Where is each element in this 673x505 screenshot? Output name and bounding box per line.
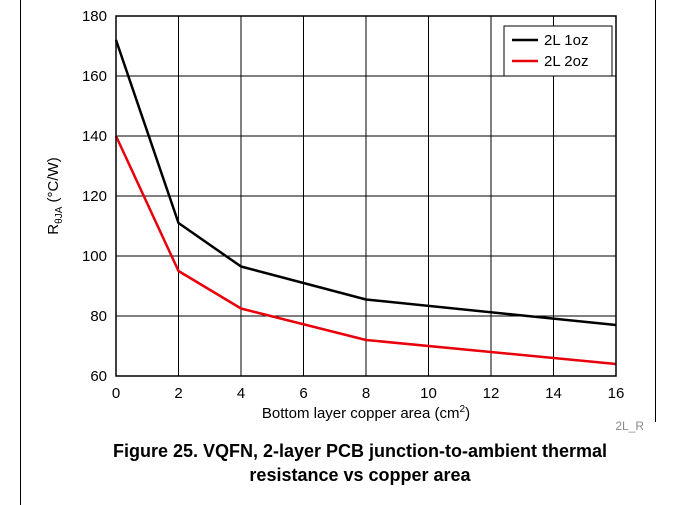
chart-svg: 0 2 4 6 8 10 12 14 16 60 80 100 120 140 160 180 Bottom … [45,8,644,433]
legend-label: 2L 2oz [544,53,588,70]
caption-line-2: resistance vs copper area [249,465,471,485]
y-axis-title: RθJA (°C/W) [45,157,65,234]
x-axis-title-close: ) [465,405,470,422]
y-axis-title-unit: (°C/W) [45,157,62,206]
plot-border [115,15,617,377]
x-tick-label: 4 [237,385,245,402]
y-tick-label: 180 [82,8,107,25]
x-tick-label: 8 [362,385,370,402]
y-tick-label: 140 [82,128,107,145]
y-axis-title-main: R [45,224,62,235]
x-axis-title: Bottom layer copper area (cm2) [262,404,470,422]
x-tick-label: 10 [420,385,437,402]
x-tick-label: 2 [174,385,182,402]
series-line [114,135,617,366]
page-frame-right-rule [655,0,656,422]
x-tick-label: 14 [545,385,562,402]
x-tick-label: 16 [608,385,625,402]
y-tick-label: 100 [82,248,107,265]
y-tick-label: 60 [90,368,107,385]
series-layer [114,39,617,366]
x-axis-title-superscript: 2 [460,404,466,415]
legend-label: 2L 1oz [544,32,588,49]
series-line [114,39,617,327]
legend-box [503,25,613,77]
y-tick-label: 120 [82,188,107,205]
y-tick-label: 80 [90,308,107,325]
chart-note: 2L_R [615,419,644,433]
legend: 2L 1oz 2L 2oz [503,25,613,77]
x-tick-label: 12 [483,385,500,402]
tick-labels: 0 2 4 6 8 10 12 14 16 60 80 100 120 140 160 180 [82,8,624,402]
x-tick-label: 0 [112,385,120,402]
y-tick-label: 160 [82,68,107,85]
x-tick-label: 6 [299,385,307,402]
y-axis-title-subscript: θJA [54,206,65,224]
caption-line-1: Figure 25. VQFN, 2-layer PCB junction-to… [112,441,608,461]
figure-caption: Figure 25. VQFN, 2-layer PCB junction-to… [60,439,660,487]
x-axis-title-main: Bottom layer copper area (cm [262,405,460,422]
page-frame-left-rule [20,0,21,505]
